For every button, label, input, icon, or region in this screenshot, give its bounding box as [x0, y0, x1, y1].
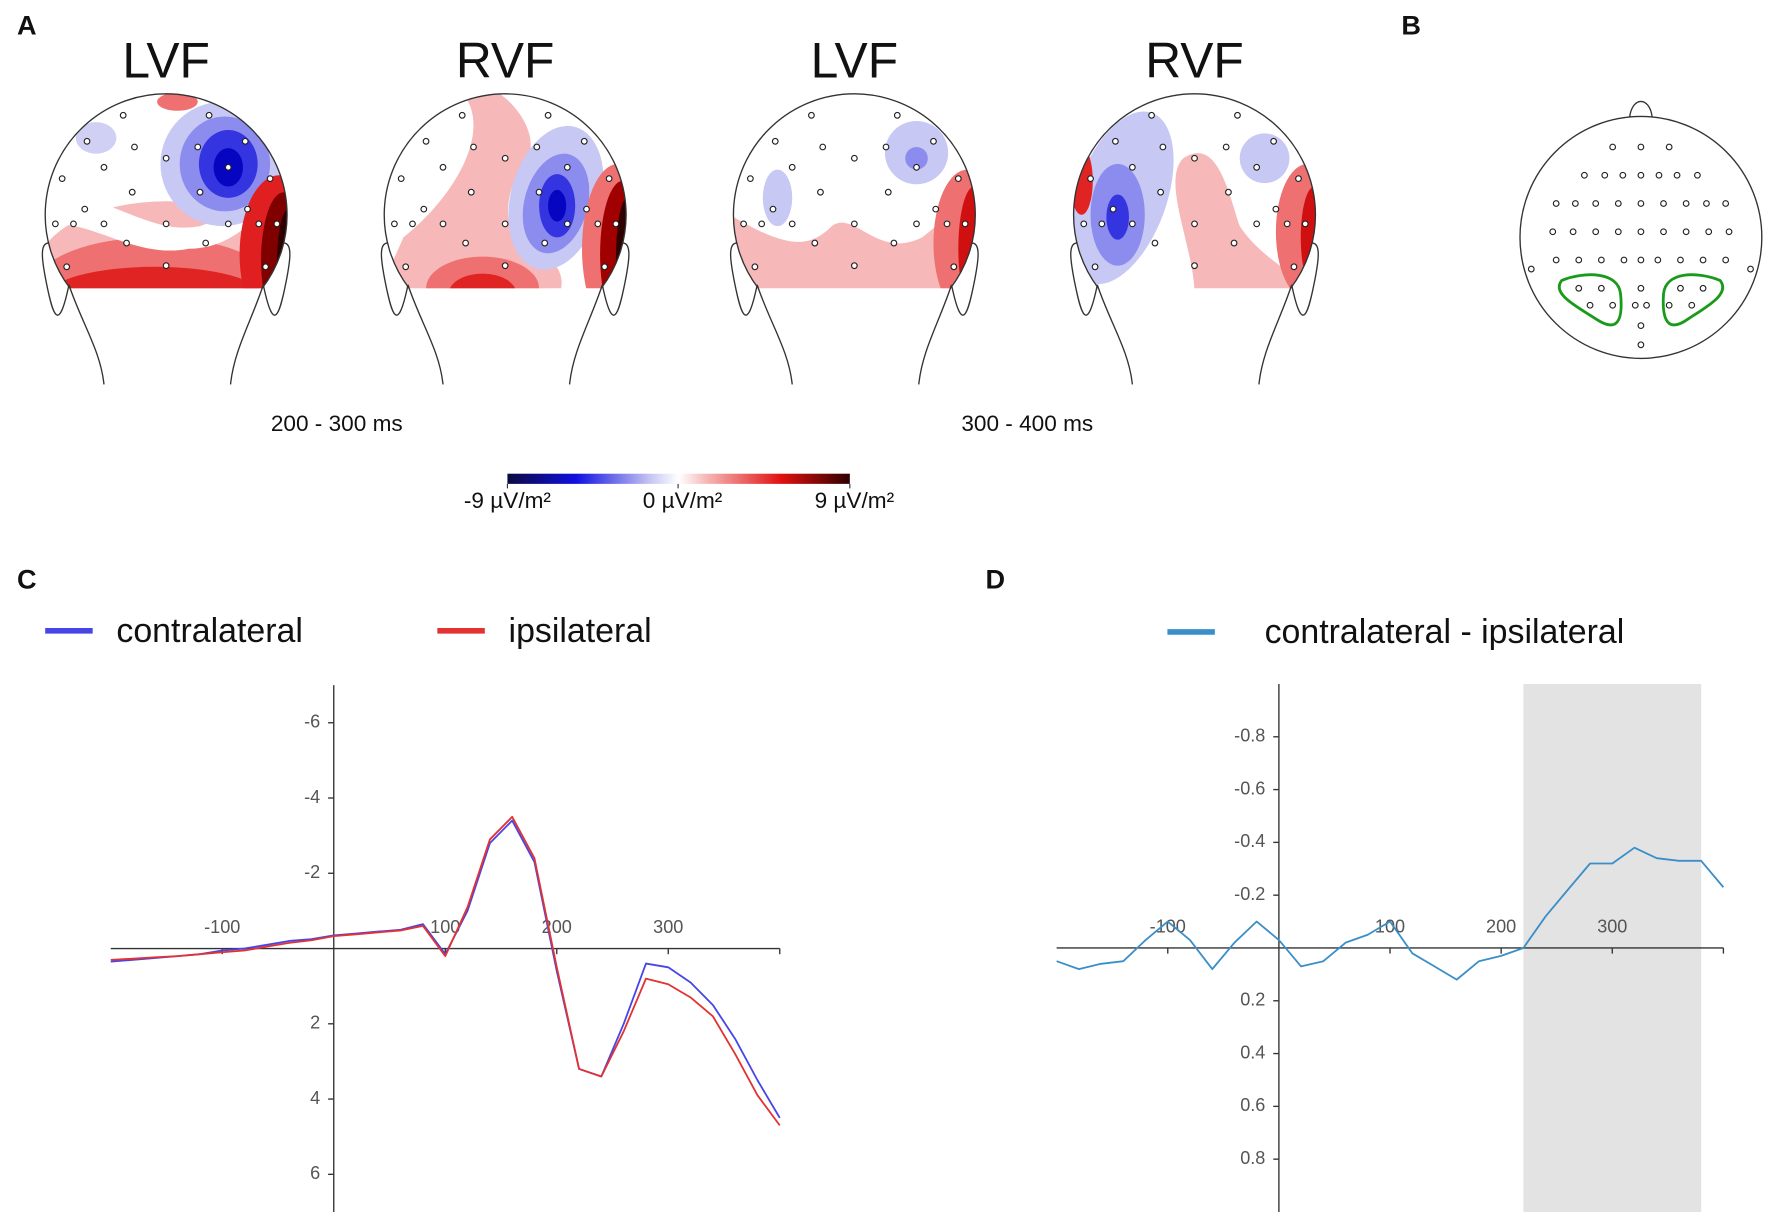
x-tick-label: 100 — [430, 917, 460, 937]
topomap — [729, 93, 979, 386]
electrode — [1637, 200, 1645, 207]
y-tick-label: 0.2 — [1240, 990, 1265, 1010]
electrode — [1643, 301, 1650, 309]
colorbar — [507, 473, 850, 484]
y-tick-label: 0.6 — [1240, 1095, 1265, 1115]
electrode — [1552, 256, 1560, 264]
electrode — [1571, 200, 1579, 207]
electrode — [1637, 341, 1645, 349]
electrode — [1592, 200, 1600, 207]
x-tick-label: 300 — [653, 917, 683, 937]
y-tick-label: 0.8 — [1240, 1148, 1265, 1168]
electrode — [1527, 265, 1535, 273]
electrode — [1614, 228, 1622, 236]
y-tick-label: 6 — [310, 1163, 320, 1183]
electrode — [1614, 200, 1622, 207]
electrode — [1677, 256, 1684, 264]
map-title: RVF — [1145, 33, 1244, 89]
topomap — [41, 93, 291, 386]
electrode — [1722, 256, 1730, 264]
electrode — [1637, 171, 1645, 179]
x-tick-label: -100 — [204, 917, 240, 937]
colorbar-label: 9 µV/m² — [815, 488, 895, 513]
panel-label: B — [1401, 9, 1421, 40]
electrode — [1637, 322, 1645, 329]
legend-label: contralateral — [116, 612, 302, 650]
electrode-layout — [1519, 100, 1763, 360]
time-window: 200 - 300 ms — [271, 411, 403, 436]
electrode — [1660, 200, 1667, 207]
electrode — [1699, 256, 1707, 264]
electrode — [1575, 284, 1583, 292]
electrode — [1665, 143, 1673, 151]
electrode — [1637, 284, 1645, 292]
y-tick-label: -0.2 — [1234, 884, 1265, 904]
electrode — [1654, 256, 1662, 264]
electrode — [1592, 228, 1600, 236]
y-tick-label: 0.4 — [1240, 1042, 1265, 1062]
electrode — [1665, 301, 1673, 309]
series-line — [110, 815, 781, 1126]
electrode — [1581, 171, 1588, 179]
x-tick-label: 300 — [1597, 916, 1627, 936]
y-tick-label: -0.4 — [1234, 831, 1265, 851]
electrode — [1694, 171, 1701, 179]
electrode — [1575, 256, 1583, 264]
electrode — [1569, 228, 1577, 236]
panel-label: D — [985, 563, 1005, 594]
electrode — [1549, 228, 1557, 236]
panel-label: C — [17, 563, 37, 594]
electrode — [1637, 228, 1645, 236]
electrode — [1631, 301, 1639, 309]
time-window: 300 - 400 ms — [961, 411, 1093, 436]
series-line — [110, 819, 781, 1119]
y-tick-label: -0.8 — [1234, 726, 1265, 746]
y-tick-label: -6 — [304, 712, 320, 732]
electrode — [1601, 171, 1609, 179]
y-tick-label: 2 — [310, 1013, 320, 1033]
legend-label: contralateral - ipsilateral — [1265, 613, 1625, 651]
electrode — [1688, 301, 1696, 309]
y-tick-label: -4 — [304, 787, 320, 807]
panel-label: A — [17, 9, 37, 40]
map-title: RVF — [456, 33, 555, 89]
electrode — [1699, 284, 1707, 292]
colorbar-label: 0 µV/m² — [643, 488, 723, 513]
x-tick-label: 200 — [1486, 916, 1516, 936]
electrode — [1747, 265, 1754, 273]
electrode — [1703, 200, 1710, 207]
y-tick-label: -2 — [304, 862, 320, 882]
electrode — [1637, 256, 1645, 264]
map-title: LVF — [811, 33, 898, 89]
electrode — [1552, 200, 1560, 207]
electrode — [1586, 301, 1594, 309]
electrode — [1673, 171, 1681, 179]
y-tick-label: 4 — [310, 1088, 320, 1108]
x-tick-label: -100 — [1150, 916, 1186, 936]
electrode — [1597, 256, 1605, 264]
electrode — [1722, 200, 1730, 207]
map-title: LVF — [122, 33, 209, 89]
topomap — [380, 93, 630, 386]
electrode — [1620, 256, 1628, 264]
electrode — [1677, 284, 1684, 292]
x-tick-label: 100 — [1375, 916, 1405, 936]
electrode — [1705, 228, 1713, 236]
electrode — [1637, 143, 1645, 151]
electrode — [1725, 228, 1733, 236]
legend-label: ipsilateral — [509, 612, 652, 650]
electrode — [1609, 301, 1617, 309]
electrode — [1597, 284, 1605, 292]
y-tick-label: -0.6 — [1234, 778, 1265, 798]
electrode — [1655, 171, 1663, 179]
electrode — [1682, 200, 1690, 207]
colorbar-label: -9 µV/m² — [464, 488, 552, 513]
electrode — [1682, 228, 1690, 236]
electrode — [1609, 143, 1617, 151]
series-line — [1056, 846, 1725, 981]
topomap — [1070, 93, 1319, 386]
electrode — [1619, 171, 1627, 179]
electrode — [1660, 228, 1667, 236]
